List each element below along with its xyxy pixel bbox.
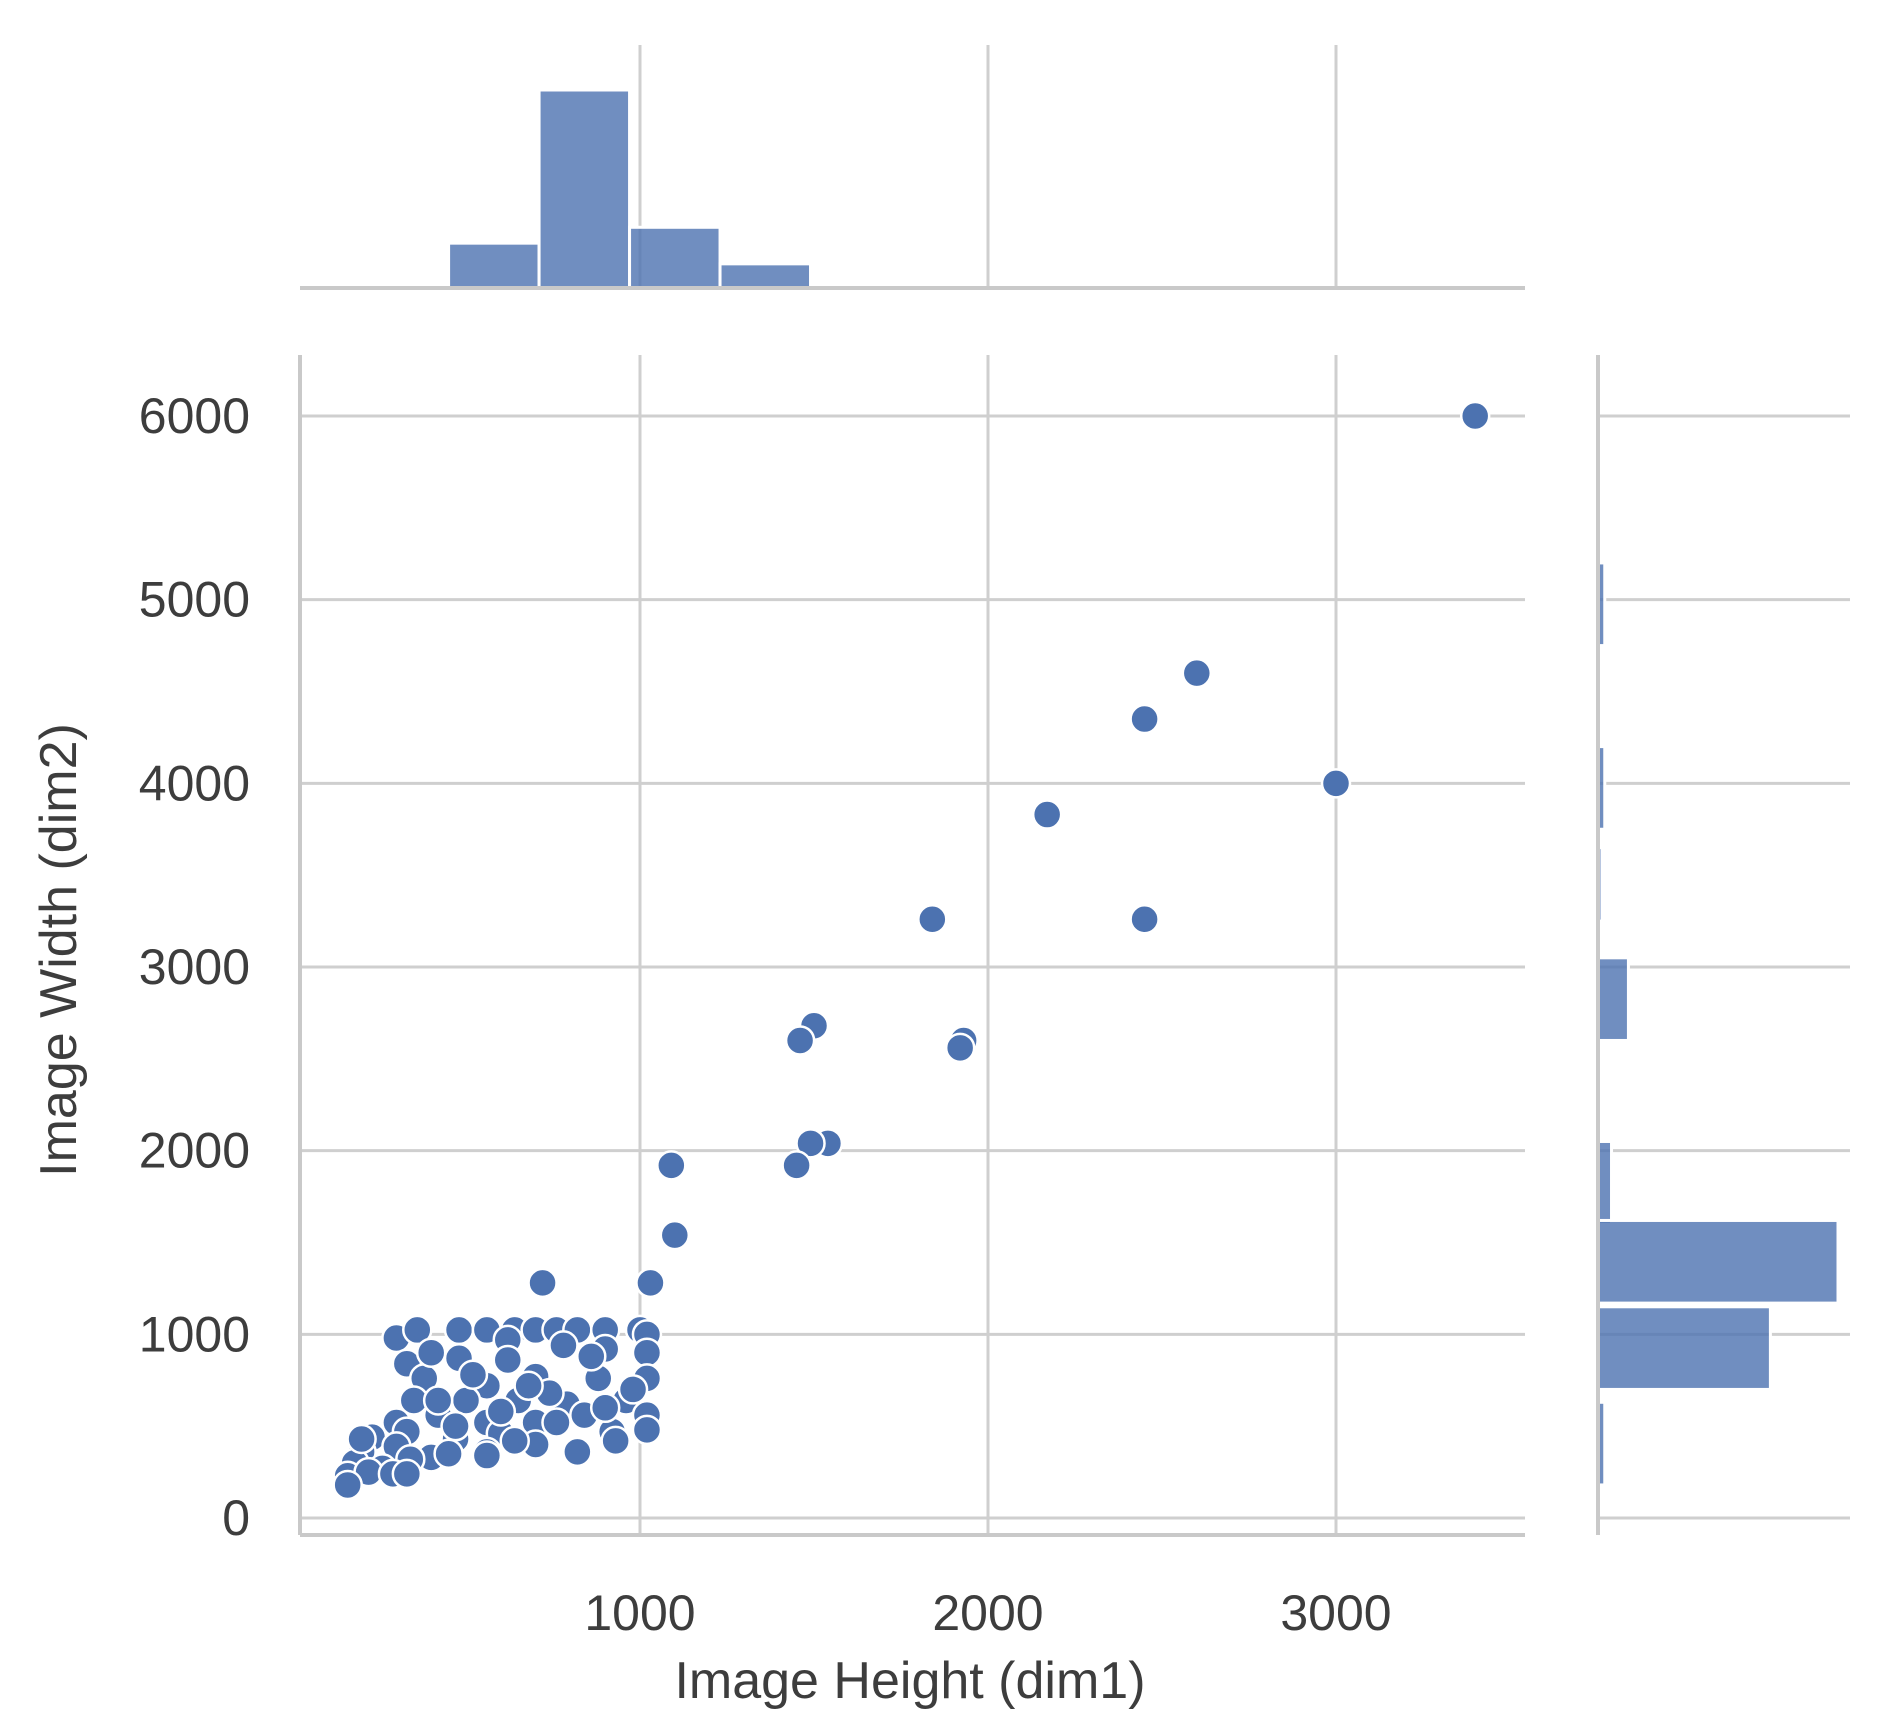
scatter-point	[1031, 799, 1063, 830]
scatter-point	[513, 1370, 544, 1402]
scatter-point	[402, 1314, 433, 1346]
x-tick-label: 3000	[1280, 1585, 1391, 1641]
scatter-point	[589, 1392, 621, 1424]
right-hist-bar	[1596, 956, 1630, 1042]
top-hist-gridlines	[638, 45, 1338, 288]
scatter-point	[795, 1128, 826, 1159]
top-hist-bars	[447, 88, 813, 290]
scatter-point	[443, 1314, 475, 1346]
y-tick-label: 1000	[139, 1306, 250, 1362]
top-hist-bar	[718, 262, 813, 290]
scatter-point	[600, 1425, 631, 1457]
scatter-point	[346, 1423, 377, 1455]
scatter-point	[541, 1407, 572, 1438]
scatter-point	[781, 1150, 812, 1181]
scatter-point	[415, 1337, 447, 1368]
scatter-point	[784, 1025, 816, 1056]
scatter-point	[656, 1150, 687, 1181]
top-hist-bar	[537, 88, 632, 290]
scatter-point	[631, 1414, 663, 1446]
scatter-point	[471, 1440, 503, 1471]
y-tick-label: 0	[222, 1490, 250, 1546]
scatter-point	[576, 1341, 607, 1372]
scatter-point	[548, 1330, 579, 1361]
scatter-point	[332, 1469, 363, 1501]
y-axis-label: Image Width (dim2)	[30, 723, 88, 1177]
x-axis-label: Image Height (dim1)	[674, 1652, 1145, 1710]
scatter-point	[617, 1374, 649, 1405]
scatter-point	[1129, 703, 1160, 735]
scatter-point	[457, 1359, 489, 1390]
scatter-point	[492, 1344, 524, 1376]
scatter-point	[499, 1425, 530, 1457]
top-hist-bar	[447, 241, 541, 290]
right-hist-bars	[1596, 561, 1840, 1487]
y-tick-label: 2000	[139, 1123, 250, 1179]
scatter-point	[422, 1385, 454, 1416]
scatter-point	[433, 1438, 464, 1469]
scatter-point	[485, 1396, 517, 1427]
scatter-point	[1181, 657, 1213, 689]
right-hist-bar	[1596, 1305, 1772, 1391]
scatter-point	[450, 1385, 482, 1416]
scatter-point	[1459, 400, 1491, 432]
scatter-point	[440, 1410, 471, 1442]
scatter-point	[635, 1267, 666, 1299]
scatter-points	[332, 400, 1491, 1501]
y-tick-label: 5000	[139, 572, 250, 628]
scatter-point	[527, 1267, 558, 1299]
scatter-point	[944, 1032, 976, 1064]
y-tick-label: 4000	[139, 755, 250, 811]
x-tick-label: 2000	[932, 1585, 1043, 1641]
scatter-point	[659, 1219, 691, 1251]
scatter-point	[562, 1436, 593, 1468]
x-tick-labels: 1000 2000 3000	[584, 1585, 1391, 1641]
x-tick-label: 1000	[584, 1585, 695, 1641]
right-hist-bar	[1596, 1139, 1614, 1226]
right-marginal-histogram	[1596, 355, 1850, 1535]
scatter-point	[631, 1337, 663, 1368]
y-tick-labels: 0 1000 2000 3000 4000 5000 6000	[139, 388, 250, 1546]
scatter-point	[1129, 903, 1160, 935]
scatter-point	[917, 903, 948, 935]
top-hist-bar	[628, 225, 722, 290]
y-tick-label: 6000	[139, 388, 250, 444]
right-hist-bar	[1596, 1218, 1840, 1305]
scatter-point	[1320, 768, 1352, 799]
top-marginal-histogram	[300, 45, 1525, 290]
main-gridlines	[300, 355, 1525, 1535]
scatter-point	[391, 1458, 423, 1490]
y-tick-label: 3000	[139, 939, 250, 995]
scatter-plot: 1000 2000 3000 0 1000 2000 3000 4000 5000 6000 I…	[30, 355, 1525, 1710]
